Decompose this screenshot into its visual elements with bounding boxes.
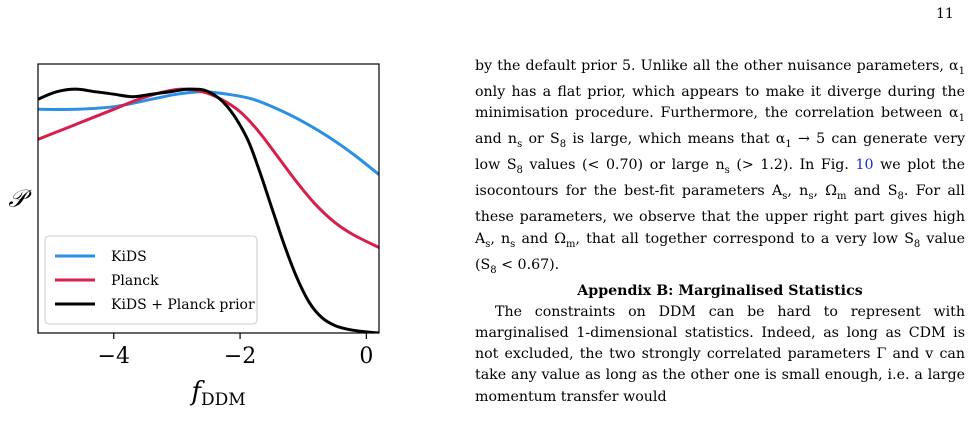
paragraph-text: by the default prior 5. Unlike all the o… (475, 58, 959, 74)
paragraph-text: (> 1.2). In Fig. (729, 157, 856, 174)
subscript: 8 (516, 165, 523, 177)
subscript: 1 (958, 65, 965, 77)
paragraph-text: we plot the isocontours for the best-fit… (475, 157, 965, 200)
paragraph-text: , n (787, 183, 809, 200)
paragraph-text: , that all together correspond to a very… (575, 230, 914, 247)
subscript: s (724, 165, 730, 177)
subscript: s (808, 191, 814, 203)
text-column: by the default prior 5. Unlike all the o… (475, 56, 965, 408)
subscript: m (837, 191, 847, 203)
paragraph-text: is large, which means that α (566, 131, 786, 148)
paragraph-text: and Ω (515, 230, 567, 247)
paragraph-text: , Ω (813, 183, 838, 200)
subscript: 8 (897, 191, 904, 203)
x-tick-label-1: −2 (224, 344, 256, 369)
subscript: 8 (913, 238, 921, 250)
paragraph-text: , n (490, 230, 511, 247)
series-line-2 (38, 87, 379, 333)
subscript: s (510, 238, 516, 250)
subscript: s (782, 191, 788, 203)
subscript: m (566, 238, 576, 250)
legend-box (44, 235, 258, 325)
legend-label-1: Planck (111, 273, 159, 289)
paragraph-text: < 0.67). (496, 256, 560, 273)
subscript: 1 (785, 139, 792, 151)
constraints-paragraph: The constraints on DDM can be hard to re… (475, 303, 965, 405)
subscript: s (485, 238, 491, 250)
x-tick-label-2: 0 (359, 344, 373, 369)
posterior-figure: −4 −2 0 fDDM 𝒫 KiDS Planck KiDS + Planck prior (0, 0, 460, 443)
x-axis-label: fDDM (189, 377, 245, 410)
plot-frame (37, 63, 380, 334)
series-line-0 (38, 90, 379, 176)
subscript: s (517, 139, 523, 151)
paragraph-text: value (S (475, 230, 965, 273)
body-paragraph: by the default prior 5. Unlike all the o… (475, 56, 965, 281)
paragraph-text: and S (846, 183, 898, 200)
legend-label-0: KiDS (111, 249, 147, 265)
paragraph-text: or S (522, 131, 560, 148)
figure-reference-link[interactable]: 10 (855, 157, 874, 174)
x-tick-label-0: −4 (98, 344, 130, 369)
appendix-heading: Appendix B: Marginalised Statistics (577, 282, 863, 299)
paragraph-text: and n (475, 131, 518, 148)
paragraph-text: . For all these parameters, we observe t… (475, 183, 965, 247)
paragraph-text: → 5 can generate very low S (475, 131, 965, 174)
y-axis-label: 𝒫 (8, 185, 32, 213)
subscript: 1 (958, 113, 965, 125)
legend-label-2: KiDS + Planck prior (111, 297, 255, 313)
paragraph-text: values (< 0.70) or large n (522, 157, 725, 174)
subscript: 8 (490, 264, 497, 276)
posterior-chart: −4 −2 0 fDDM 𝒫 KiDS Planck KiDS + Planck prior (8, 63, 380, 410)
paragraph-text: only has a flat prior, which appears to … (475, 84, 965, 122)
series-line-1 (38, 87, 379, 249)
page-number: 11 (936, 6, 954, 22)
subscript: 8 (559, 139, 567, 151)
